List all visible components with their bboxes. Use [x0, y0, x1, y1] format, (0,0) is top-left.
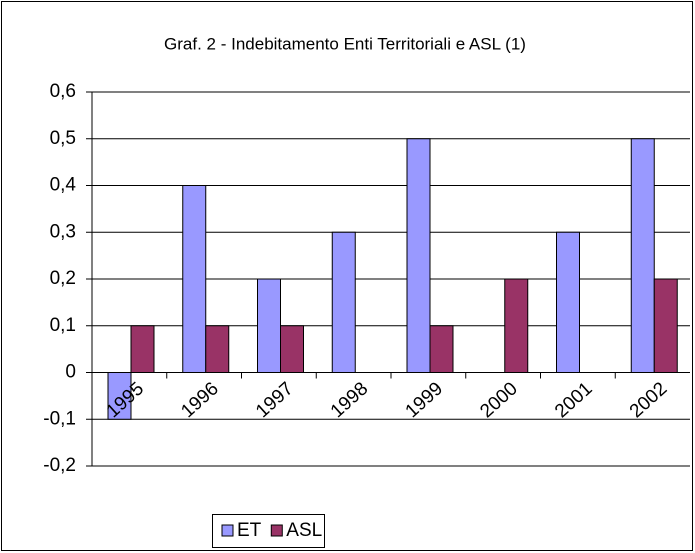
- y-tick-label: 0,1: [50, 315, 76, 336]
- bar: [406, 138, 431, 373]
- bar: [107, 372, 132, 420]
- bar: [504, 278, 529, 373]
- bar: [257, 278, 281, 373]
- y-tick-label: 0,6: [50, 81, 76, 102]
- bar: [205, 325, 230, 373]
- bar: [653, 278, 678, 373]
- y-tick-label: 0,4: [50, 175, 77, 196]
- y-tick-label: 0,3: [50, 221, 76, 242]
- bar: [130, 325, 155, 373]
- legend-label: ASL: [286, 520, 322, 541]
- legend-label: ET: [237, 520, 262, 541]
- y-tick-label: 0: [65, 362, 76, 383]
- bar: [331, 231, 356, 373]
- y-tick-label: 0,5: [50, 128, 76, 149]
- y-tick-label: 0,2: [50, 268, 76, 289]
- chart-title: Graf. 2 - Indebitamento Enti Territorial…: [164, 34, 526, 53]
- bar: [182, 185, 207, 373]
- bar: [429, 325, 454, 373]
- bar: [556, 231, 580, 373]
- bar: [630, 138, 655, 373]
- y-tick-label: -0,2: [43, 455, 76, 476]
- bar: [280, 325, 304, 373]
- y-tick-label: -0,1: [43, 408, 76, 429]
- legend-swatch: [221, 524, 234, 537]
- legend-swatch: [270, 524, 283, 537]
